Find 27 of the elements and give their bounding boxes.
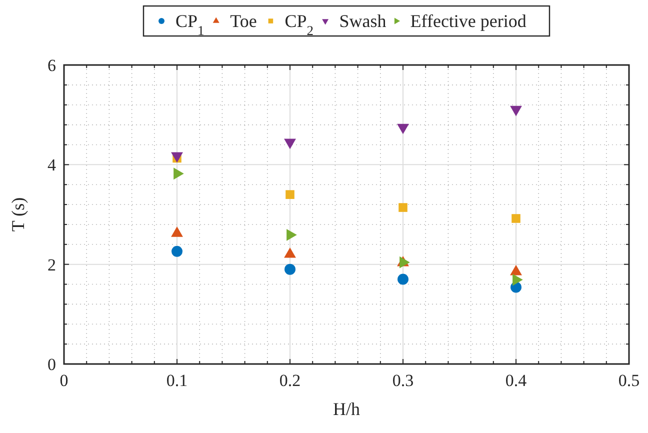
point — [510, 264, 522, 276]
x-axis-title: H/h — [333, 399, 360, 419]
y-axis-title: T (s) — [8, 197, 28, 232]
legend-label: Effective period — [410, 11, 526, 31]
point — [510, 106, 522, 116]
y-tick-label: 2 — [48, 255, 56, 274]
y-tick-label: 6 — [48, 56, 56, 75]
y-tick-label: 0 — [48, 354, 56, 374]
legend-label: CP$_{2}$ — [284, 11, 314, 38]
x-tick-label: 0.1 — [166, 371, 188, 390]
point — [398, 274, 408, 285]
point — [397, 124, 409, 134]
legend-label: CP$_{1}$ — [176, 11, 204, 38]
point — [284, 264, 296, 275]
x-tick-label: 0 — [60, 371, 68, 390]
x-tick-label: 0.5 — [618, 371, 640, 390]
x-tick-label: 0.4 — [505, 371, 528, 390]
point — [286, 190, 294, 199]
legend-label: Swash — [339, 11, 386, 31]
x-tick-label: 0.3 — [392, 371, 414, 390]
x-tick-label: 0.2 — [279, 371, 301, 390]
y-tick-label: 4 — [48, 156, 56, 175]
point — [398, 203, 408, 212]
point — [172, 246, 182, 257]
point — [284, 138, 296, 150]
point — [512, 214, 520, 223]
legend-label: Toe — [230, 11, 257, 31]
